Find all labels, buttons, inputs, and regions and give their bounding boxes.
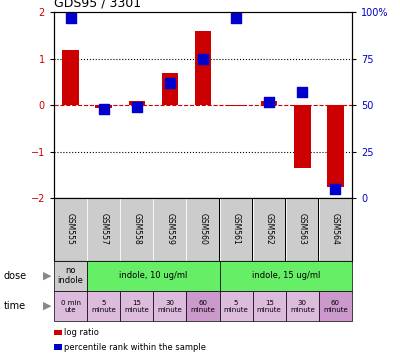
- Bar: [195, 31, 211, 105]
- Text: 5
minute: 5 minute: [224, 300, 248, 313]
- Bar: [327, 105, 344, 186]
- Text: indole, 15 ug/ml: indole, 15 ug/ml: [252, 271, 320, 280]
- Text: time: time: [4, 301, 26, 311]
- Bar: [294, 105, 311, 168]
- Text: GSM563: GSM563: [298, 213, 307, 245]
- Text: 0 min
ute: 0 min ute: [60, 300, 80, 313]
- Text: GSM557: GSM557: [99, 213, 108, 245]
- Text: dose: dose: [4, 271, 27, 281]
- Text: 15
minute: 15 minute: [257, 300, 282, 313]
- Text: GSM562: GSM562: [265, 213, 274, 245]
- Text: 60
minute: 60 minute: [323, 300, 348, 313]
- Point: [67, 15, 74, 21]
- Point: [332, 186, 339, 192]
- Bar: [162, 73, 178, 105]
- Text: log ratio: log ratio: [64, 328, 99, 337]
- Bar: [261, 101, 278, 105]
- Text: ▶: ▶: [42, 301, 51, 311]
- Bar: [228, 105, 244, 106]
- Text: GSM561: GSM561: [232, 213, 241, 245]
- Text: GSM564: GSM564: [331, 213, 340, 245]
- Point: [134, 104, 140, 110]
- Text: 30
minute: 30 minute: [158, 300, 182, 313]
- Text: 15
minute: 15 minute: [124, 300, 149, 313]
- Text: GSM555: GSM555: [66, 213, 75, 245]
- Text: no
indole: no indole: [58, 266, 84, 286]
- Point: [299, 90, 306, 95]
- Point: [100, 106, 107, 112]
- Bar: [128, 101, 145, 105]
- Point: [233, 15, 239, 21]
- Text: 60
minute: 60 minute: [191, 300, 215, 313]
- Point: [200, 56, 206, 62]
- Bar: [62, 50, 79, 105]
- Text: 30
minute: 30 minute: [290, 300, 315, 313]
- Point: [167, 80, 173, 86]
- Text: indole, 10 ug/ml: indole, 10 ug/ml: [119, 271, 188, 280]
- Text: ▶: ▶: [42, 271, 51, 281]
- Text: GDS95 / 3301: GDS95 / 3301: [54, 0, 141, 10]
- Bar: [95, 105, 112, 108]
- Text: percentile rank within the sample: percentile rank within the sample: [64, 342, 206, 352]
- Text: GSM560: GSM560: [198, 213, 208, 245]
- Text: 5
minute: 5 minute: [91, 300, 116, 313]
- Point: [266, 99, 272, 105]
- Text: GSM559: GSM559: [165, 213, 174, 245]
- Text: GSM558: GSM558: [132, 213, 141, 245]
